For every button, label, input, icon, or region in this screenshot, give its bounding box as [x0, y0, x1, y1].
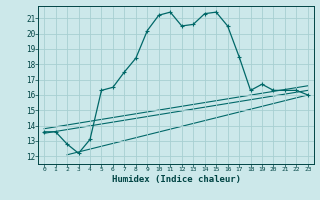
- X-axis label: Humidex (Indice chaleur): Humidex (Indice chaleur): [111, 175, 241, 184]
